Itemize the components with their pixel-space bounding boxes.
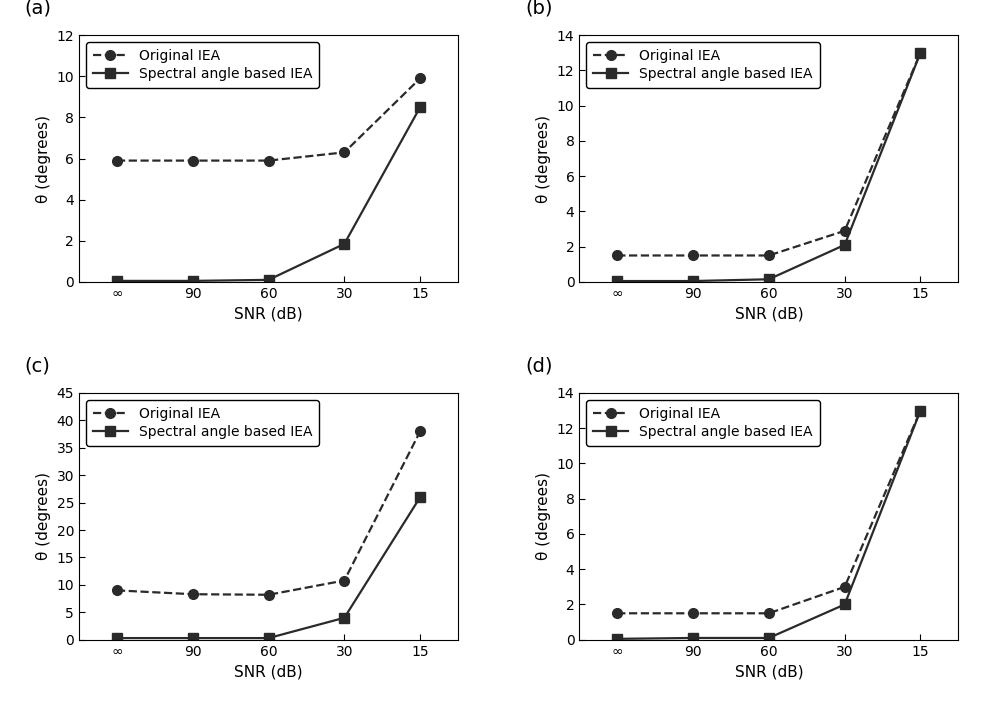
Spectral angle based IEA: [915, 49, 927, 57]
Spectral angle based IEA: [687, 277, 699, 285]
Legend: Original IEA, Spectral angle based IEA: Original IEA, Spectral angle based IEA: [586, 400, 819, 446]
Line: Original IEA: Original IEA: [112, 74, 425, 165]
Original IEA: [187, 590, 199, 598]
Line: Original IEA: Original IEA: [613, 48, 926, 260]
Original IEA: [111, 156, 123, 165]
Legend: Original IEA, Spectral angle based IEA: Original IEA, Spectral angle based IEA: [586, 42, 819, 88]
Text: (d): (d): [525, 356, 552, 375]
Legend: Original IEA, Spectral angle based IEA: Original IEA, Spectral angle based IEA: [86, 400, 319, 446]
Text: (b): (b): [525, 0, 552, 18]
Original IEA: [612, 609, 623, 617]
Spectral angle based IEA: [839, 240, 851, 249]
Line: Spectral angle based IEA: Spectral angle based IEA: [613, 406, 926, 644]
Original IEA: [414, 427, 426, 436]
Spectral angle based IEA: [612, 635, 623, 643]
Original IEA: [763, 251, 775, 259]
Spectral angle based IEA: [339, 614, 351, 622]
Spectral angle based IEA: [111, 277, 123, 285]
Original IEA: [915, 49, 927, 57]
Text: (a): (a): [25, 0, 51, 18]
Text: (c): (c): [25, 356, 50, 375]
Spectral angle based IEA: [414, 103, 426, 111]
Original IEA: [687, 609, 699, 617]
Original IEA: [839, 583, 851, 591]
Original IEA: [414, 74, 426, 82]
Line: Spectral angle based IEA: Spectral angle based IEA: [112, 102, 425, 285]
Spectral angle based IEA: [687, 633, 699, 642]
Line: Original IEA: Original IEA: [112, 427, 425, 600]
Original IEA: [263, 156, 275, 165]
Spectral angle based IEA: [763, 275, 775, 283]
X-axis label: SNR (dB): SNR (dB): [234, 664, 303, 679]
Original IEA: [763, 609, 775, 617]
Spectral angle based IEA: [915, 406, 927, 415]
Line: Spectral angle based IEA: Spectral angle based IEA: [112, 492, 425, 643]
X-axis label: SNR (dB): SNR (dB): [734, 307, 803, 321]
Y-axis label: θ (degrees): θ (degrees): [36, 115, 51, 202]
Original IEA: [839, 226, 851, 235]
Spectral angle based IEA: [263, 634, 275, 643]
Spectral angle based IEA: [187, 277, 199, 285]
Spectral angle based IEA: [763, 633, 775, 642]
Original IEA: [111, 586, 123, 595]
Original IEA: [687, 251, 699, 259]
Line: Original IEA: Original IEA: [613, 406, 926, 618]
Y-axis label: θ (degrees): θ (degrees): [36, 472, 51, 560]
Y-axis label: θ (degrees): θ (degrees): [536, 115, 551, 202]
Original IEA: [187, 156, 199, 165]
Spectral angle based IEA: [612, 277, 623, 285]
Line: Spectral angle based IEA: Spectral angle based IEA: [613, 48, 926, 286]
Spectral angle based IEA: [111, 634, 123, 643]
Y-axis label: θ (degrees): θ (degrees): [536, 472, 551, 560]
Original IEA: [263, 591, 275, 599]
Spectral angle based IEA: [339, 240, 351, 248]
X-axis label: SNR (dB): SNR (dB): [234, 307, 303, 321]
X-axis label: SNR (dB): SNR (dB): [734, 664, 803, 679]
Spectral angle based IEA: [263, 276, 275, 284]
Legend: Original IEA, Spectral angle based IEA: Original IEA, Spectral angle based IEA: [86, 42, 319, 88]
Spectral angle based IEA: [414, 493, 426, 501]
Original IEA: [612, 251, 623, 259]
Original IEA: [339, 576, 351, 585]
Original IEA: [339, 148, 351, 157]
Original IEA: [915, 406, 927, 415]
Spectral angle based IEA: [839, 600, 851, 609]
Spectral angle based IEA: [187, 634, 199, 643]
